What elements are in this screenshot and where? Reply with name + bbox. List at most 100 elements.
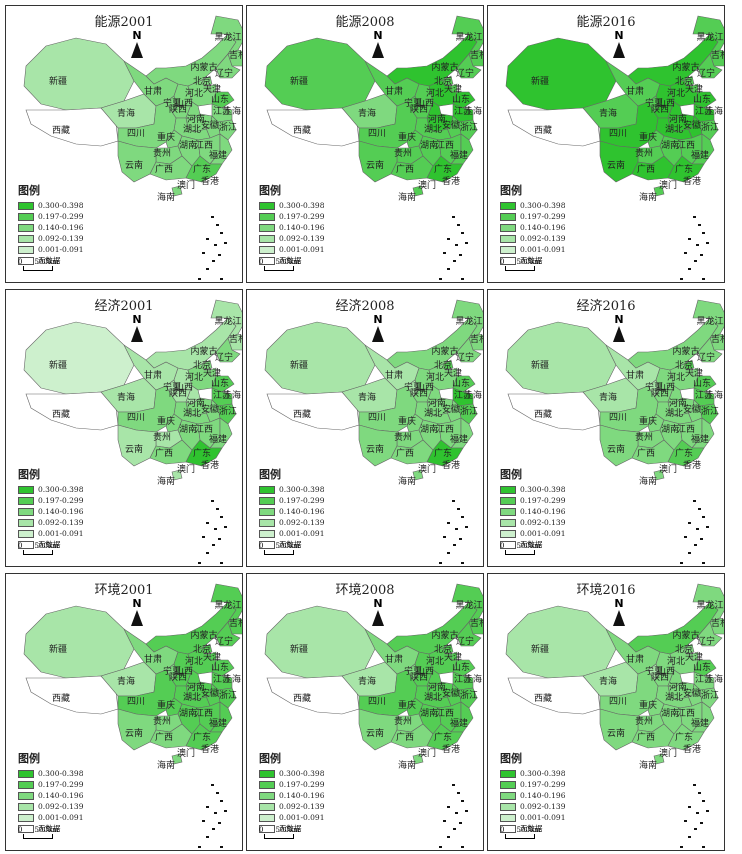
region-label: 广西	[396, 731, 414, 743]
region-label: 贵州	[394, 147, 412, 159]
island-mark	[211, 500, 214, 502]
legend-title: 图例	[18, 468, 40, 481]
region-label: 青海	[358, 107, 376, 119]
island-mark	[702, 232, 705, 234]
region-label: 宁夏	[404, 381, 422, 393]
region-label: 云南	[366, 159, 384, 171]
legend-label: 0.300-0.398	[279, 201, 325, 210]
region-label: 山东	[452, 93, 470, 105]
region-label: 辽宁	[215, 351, 233, 363]
region-label: 西藏	[534, 692, 552, 704]
region-label: 江西	[195, 424, 213, 435]
province-zj	[217, 687, 237, 709]
legend-swatch	[18, 791, 34, 800]
province-zj	[699, 119, 719, 141]
region-label: 青海	[599, 391, 617, 403]
province-xj	[23, 37, 135, 111]
region-label: 辽宁	[215, 635, 233, 647]
region-label: 湖南	[661, 423, 679, 435]
region-label: 广东	[675, 731, 693, 743]
legend-item: 0.300-0.398	[500, 484, 565, 495]
scale-distance: 500km	[275, 826, 300, 834]
legend-swatch	[18, 223, 34, 232]
legend-item: 无数据	[18, 255, 83, 266]
region-label: 新疆	[531, 359, 549, 371]
region-label: 香港	[683, 175, 701, 187]
legend: 图例 0.300-0.398 0.197-0.299 0.140-0.196 0.092…	[500, 182, 565, 266]
legend-label: 0.140-0.196	[38, 791, 84, 800]
region-label: 宁夏	[163, 381, 181, 393]
region-label: 贵州	[153, 715, 171, 727]
legend-item: 0.300-0.398	[500, 768, 565, 779]
region-label: 河南	[187, 397, 205, 409]
north-label: N	[132, 29, 142, 42]
region-label: 广东	[193, 163, 211, 175]
region-label: 海南	[639, 759, 657, 771]
island-mark	[700, 822, 703, 824]
legend: 图例 0.300-0.398 0.197-0.299 0.140-0.196 0.092…	[18, 182, 83, 266]
island-mark	[211, 216, 214, 218]
region-label: 广西	[637, 163, 655, 175]
island-mark	[212, 544, 215, 546]
region-label: 香港	[442, 459, 460, 471]
legend-item: 0.197-0.299	[18, 779, 83, 790]
legend-label: 0.092-0.139	[38, 234, 84, 243]
scale-zero: 0	[259, 258, 264, 266]
region-label: 广西	[637, 447, 655, 459]
region-label: 贵州	[153, 431, 171, 443]
panel-title: 经济2008	[335, 299, 395, 314]
legend-label: 无数据	[38, 824, 61, 833]
panel-title: 环境2016	[576, 583, 636, 598]
region-label: 福建	[691, 717, 709, 729]
region-label: 重庆	[157, 699, 175, 711]
region-label: 贵州	[394, 431, 412, 443]
region-label: 内蒙古	[672, 345, 699, 357]
island-mark	[439, 846, 442, 848]
legend-label: 0.001-0.091	[279, 245, 325, 254]
legend-swatch	[500, 518, 516, 527]
scale-bar: 0 500km	[500, 826, 541, 839]
island-mark	[706, 810, 709, 812]
region-label: 宁夏	[163, 665, 181, 677]
region-label: 西藏	[534, 408, 552, 420]
region-label: 重庆	[398, 415, 416, 427]
island-mark	[439, 278, 442, 280]
island-mark	[706, 526, 709, 528]
scale-distance: 500km	[34, 542, 59, 550]
legend-item: 0.001-0.091	[500, 244, 565, 255]
province-xj	[505, 37, 617, 111]
region-label: 安徽	[201, 403, 219, 415]
region-label: 陕西	[169, 103, 187, 115]
legend-label: 0.300-0.398	[38, 201, 84, 210]
region-label: 澳门	[177, 179, 195, 191]
region-label: 黑龙江	[696, 315, 723, 327]
region-label: 江西	[677, 708, 695, 719]
region-label: 江苏	[695, 105, 713, 117]
province-zj	[458, 687, 478, 709]
legend-swatch	[259, 791, 275, 800]
legend-item: 0.300-0.398	[18, 768, 83, 779]
region-label: 广西	[637, 731, 655, 743]
region-label: 北京	[434, 643, 452, 655]
province-xz	[507, 391, 601, 431]
region-label: 河北	[426, 371, 444, 383]
region-label: 澳门	[418, 463, 436, 475]
scale-bar: 0 500km	[18, 826, 59, 839]
island-mark	[461, 800, 464, 802]
region-label: 吉林	[711, 49, 725, 61]
region-label: 江苏	[213, 673, 231, 685]
legend-title: 图例	[18, 184, 40, 197]
legend-item: 0.001-0.091	[500, 528, 565, 539]
island-mark	[218, 254, 221, 256]
region-label: 甘肃	[626, 369, 644, 381]
legend-swatch	[18, 769, 34, 778]
region-label: 贵州	[153, 147, 171, 159]
region-label: 天津	[444, 84, 462, 95]
region-label: 广东	[434, 731, 452, 743]
province-ln	[456, 53, 482, 79]
region-label: 甘肃	[385, 653, 403, 665]
island-mark	[457, 508, 460, 510]
region-label: 湖南	[420, 139, 438, 151]
